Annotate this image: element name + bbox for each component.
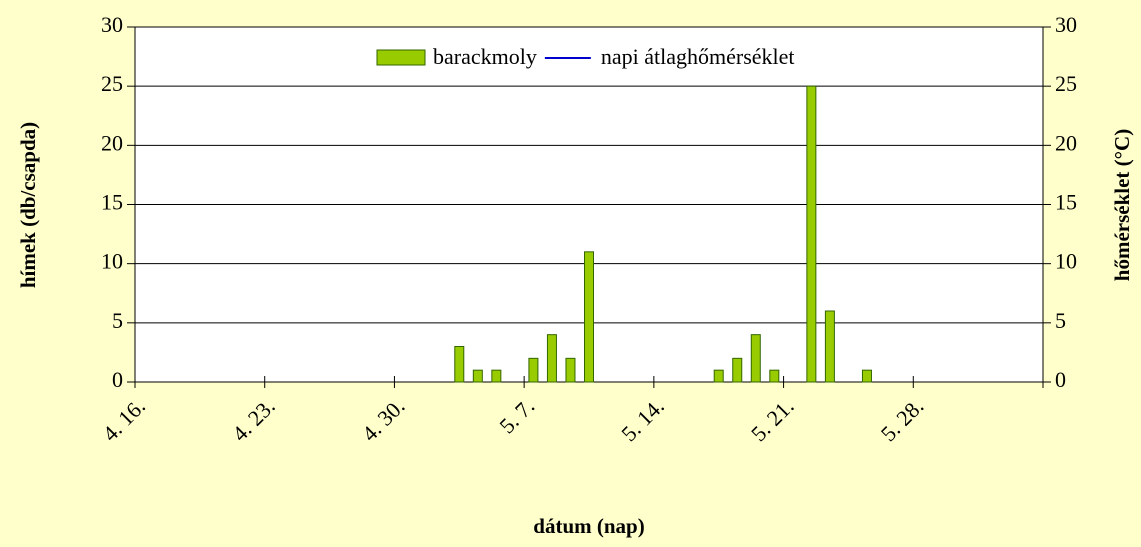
bar <box>861 369 872 383</box>
y-tick-label: 30 <box>101 12 123 37</box>
x-axis-label: dátum (nap) <box>533 514 644 538</box>
bar <box>769 369 780 383</box>
y-tick-label: 25 <box>101 71 123 96</box>
bar <box>491 369 502 383</box>
y2-tick-label: 0 <box>1055 367 1066 392</box>
bar <box>750 334 761 383</box>
y-tick-label: 20 <box>101 130 123 155</box>
y2-axis-label: hőmérséklet (°C) <box>1110 129 1134 281</box>
y2-tick-label: 15 <box>1055 190 1077 215</box>
bar <box>806 85 817 383</box>
y-axis-label: hímek (db/csapda) <box>16 122 40 288</box>
y2-tick-label: 5 <box>1055 308 1066 333</box>
bar <box>546 334 557 383</box>
legend-swatch <box>376 49 426 66</box>
bar <box>528 357 539 383</box>
bar <box>584 251 594 383</box>
y2-tick-label: 20 <box>1055 130 1077 155</box>
legend-label: napi átlaghőmérséklet <box>601 44 795 69</box>
bar <box>472 369 483 383</box>
bar <box>732 357 743 383</box>
y-tick-label: 10 <box>101 249 123 274</box>
y2-tick-label: 25 <box>1055 71 1077 96</box>
y2-tick-label: 10 <box>1055 249 1077 274</box>
y-tick-label: 15 <box>101 190 123 215</box>
legend-box <box>368 42 880 74</box>
y2-tick-label: 30 <box>1055 12 1077 37</box>
legend-label: barackmoly <box>433 44 537 69</box>
bar <box>454 346 465 383</box>
y-tick-label: 0 <box>112 367 123 392</box>
bar <box>565 357 576 383</box>
bar <box>824 310 835 383</box>
bar <box>713 369 724 383</box>
y-tick-label: 5 <box>112 308 123 333</box>
